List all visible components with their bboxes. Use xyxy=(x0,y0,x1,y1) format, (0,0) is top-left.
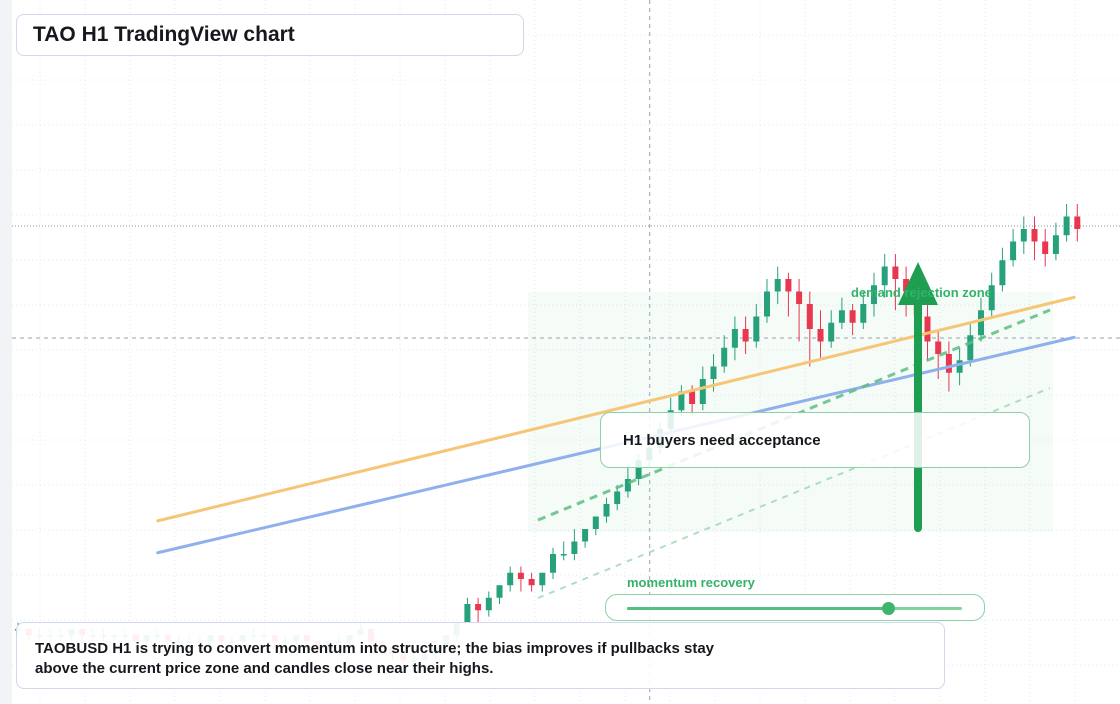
candle-body xyxy=(796,291,803,304)
analysis-note: TAOBUSD H1 is trying to convert momentum… xyxy=(16,622,945,689)
candle-body xyxy=(1020,229,1027,242)
candle-body xyxy=(689,391,696,404)
slider-thumb[interactable] xyxy=(882,602,896,615)
candle-body xyxy=(1052,235,1059,254)
candle-body xyxy=(560,554,567,556)
note-line-2: above the current price zone and candles… xyxy=(35,660,494,677)
candle-body xyxy=(806,304,813,329)
candle-body xyxy=(849,310,856,323)
candle-body xyxy=(710,366,717,379)
candle-body xyxy=(935,341,942,354)
candle-body xyxy=(817,329,824,342)
candle-body xyxy=(731,329,738,348)
candle-body xyxy=(785,279,792,292)
chart-title-card: TAO H1 TradingView chart xyxy=(16,14,524,56)
candle-body xyxy=(1031,229,1038,242)
momentum-slider[interactable] xyxy=(605,594,985,621)
candle-body xyxy=(678,391,685,411)
candle-body xyxy=(507,572,514,586)
candle-body xyxy=(485,597,492,611)
candle-body xyxy=(945,354,952,373)
candle-body xyxy=(892,266,899,279)
chart-title: TAO H1 TradingView chart xyxy=(33,23,295,46)
momentum-slider-label: momentum recovery xyxy=(627,575,755,590)
candle-body xyxy=(967,335,974,361)
candle-body xyxy=(699,379,706,404)
candle-body xyxy=(582,529,589,542)
candle-body xyxy=(828,322,835,342)
candle-body xyxy=(860,304,867,323)
candle-body xyxy=(571,541,578,554)
candle-body xyxy=(753,316,760,342)
demand-zone-label: demand rejection zone xyxy=(851,285,992,300)
candle-body xyxy=(517,572,524,579)
candle-body xyxy=(592,516,599,529)
candle-body xyxy=(774,279,781,292)
candle-body xyxy=(1010,241,1017,261)
candle-body xyxy=(635,460,642,479)
candle-body xyxy=(988,285,995,311)
candle-body xyxy=(464,604,471,623)
candle-body xyxy=(539,572,546,586)
candle-body xyxy=(603,504,610,517)
candle-body xyxy=(838,310,845,323)
acceptance-callout: H1 buyers need acceptance xyxy=(600,412,1030,468)
slider-track[interactable] xyxy=(627,602,962,615)
up-arrow-head xyxy=(898,262,938,305)
candle-body xyxy=(1074,216,1081,229)
candle-body xyxy=(475,604,482,611)
candle-body xyxy=(978,310,984,336)
candle-body xyxy=(624,479,631,492)
candle-body xyxy=(956,360,963,373)
callout-text: H1 buyers need acceptance xyxy=(623,431,821,449)
candle-body xyxy=(903,279,910,292)
candle-body xyxy=(742,329,749,342)
candle-body xyxy=(924,316,931,342)
candle-body xyxy=(881,266,888,286)
candle-body xyxy=(999,260,1006,286)
candle-body xyxy=(764,291,770,317)
candle-body xyxy=(496,585,503,598)
candle-body xyxy=(550,554,556,573)
slider-fill xyxy=(627,607,889,610)
candle-body xyxy=(721,347,728,367)
left-price-strip xyxy=(0,0,12,704)
candle-body xyxy=(614,491,621,504)
note-line-1: TAOBUSD H1 is trying to convert momentum… xyxy=(35,640,715,657)
candle-body xyxy=(528,579,535,586)
candle-body xyxy=(871,285,877,304)
candle-body xyxy=(1042,241,1049,254)
candle-body xyxy=(1063,216,1070,236)
